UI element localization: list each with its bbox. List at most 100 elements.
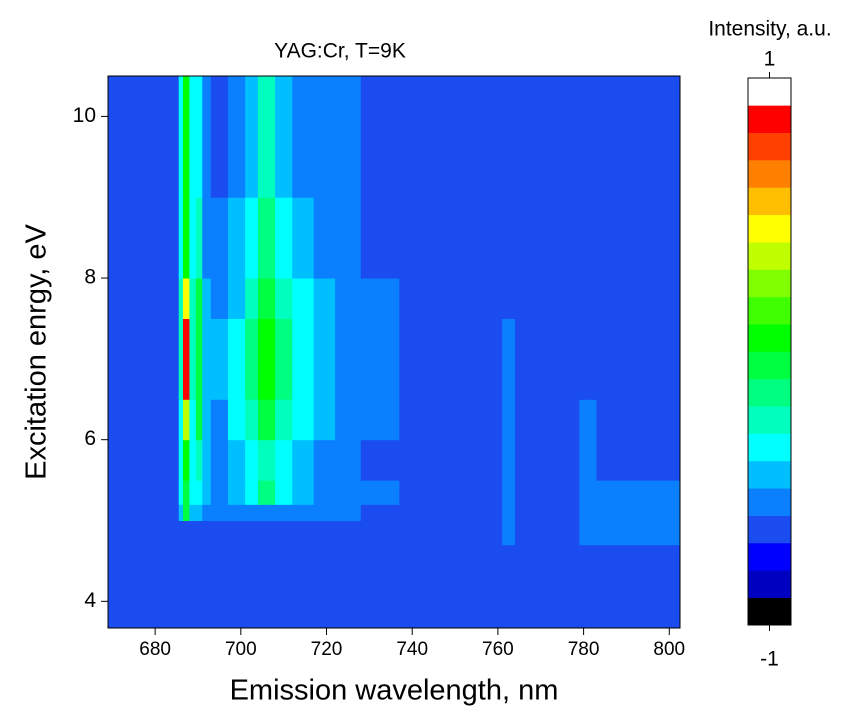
contour-cell bbox=[360, 504, 400, 522]
contour-cell bbox=[210, 544, 229, 629]
contour-cell bbox=[257, 439, 276, 481]
contour-cell bbox=[292, 544, 315, 629]
contour-cell bbox=[178, 278, 184, 319]
colorbar-tick-label: 1 bbox=[764, 48, 776, 71]
contour-cell bbox=[195, 439, 203, 481]
contour-cell bbox=[502, 520, 516, 546]
contour-cell bbox=[313, 520, 336, 546]
contour-cell bbox=[195, 544, 203, 629]
contour-cell bbox=[399, 544, 503, 629]
y-axis-label: Excitation enrgy, eV bbox=[21, 223, 53, 479]
colorbar-band bbox=[748, 78, 791, 106]
contour-cell bbox=[360, 439, 400, 481]
contour-cell bbox=[189, 520, 197, 546]
contour-cell bbox=[579, 318, 597, 400]
contour-cell bbox=[178, 399, 184, 441]
contour-cell bbox=[399, 318, 503, 400]
contour-cell bbox=[596, 76, 627, 198]
contour-cell bbox=[189, 544, 197, 629]
contour-cell bbox=[399, 278, 503, 319]
contour-cell bbox=[579, 399, 597, 441]
contour-cell bbox=[626, 544, 681, 629]
colorbar-band bbox=[748, 296, 791, 325]
x-tick-label: 700 bbox=[225, 639, 257, 660]
contour-cell bbox=[182, 197, 190, 279]
contour-cell bbox=[178, 318, 184, 400]
contour-cell bbox=[257, 480, 276, 505]
contour-cell bbox=[579, 480, 597, 505]
contour-cell bbox=[335, 520, 362, 546]
contour-cell bbox=[227, 544, 246, 629]
contour-cell bbox=[596, 278, 627, 319]
contour-cell bbox=[257, 318, 276, 400]
contour-cell bbox=[202, 399, 212, 441]
contour-cell bbox=[108, 318, 180, 400]
contour-cell bbox=[257, 544, 276, 629]
contour-cell bbox=[360, 197, 400, 279]
contour-cell bbox=[178, 544, 184, 629]
contour-cell bbox=[515, 197, 580, 279]
colorbar-band bbox=[748, 488, 791, 516]
colorbar-band bbox=[748, 242, 791, 270]
contour-cell bbox=[335, 439, 362, 481]
contour-cell bbox=[275, 439, 293, 481]
contour-cell bbox=[245, 76, 259, 198]
colorbar-band bbox=[748, 433, 791, 462]
contour-cell bbox=[108, 504, 180, 522]
contour-cell bbox=[108, 544, 180, 629]
contour-cell bbox=[202, 318, 212, 400]
contour-cell bbox=[292, 439, 315, 481]
x-axis-label: Emission wavelength, nm bbox=[230, 675, 559, 707]
contour-cell bbox=[189, 399, 197, 441]
contour-cell bbox=[202, 480, 212, 505]
contour-cell bbox=[245, 197, 259, 279]
contour-cell bbox=[189, 197, 197, 279]
contour-cell bbox=[626, 318, 681, 400]
contour-cell bbox=[399, 439, 503, 481]
contour-cell bbox=[360, 278, 400, 319]
contour-cell bbox=[182, 544, 190, 629]
colorbar-band bbox=[748, 132, 791, 161]
colorbar-band bbox=[748, 570, 791, 598]
contour-cell bbox=[245, 544, 259, 629]
contour-cell bbox=[502, 504, 516, 522]
contour-cell bbox=[275, 197, 293, 279]
contour-cell bbox=[275, 278, 293, 319]
contour-cell bbox=[399, 197, 503, 279]
contour-cell bbox=[108, 520, 180, 546]
contour-cell bbox=[335, 399, 362, 441]
contour-cell bbox=[178, 197, 184, 279]
contour-cell bbox=[360, 544, 400, 629]
colorbar-label: Intensity, a.u. bbox=[708, 18, 831, 41]
contour-cell bbox=[257, 76, 276, 198]
contour-cell bbox=[227, 480, 246, 505]
contour-cell bbox=[257, 504, 276, 522]
contour-cell bbox=[399, 504, 503, 522]
contour-cell bbox=[275, 318, 293, 400]
contour-cell bbox=[210, 76, 229, 198]
contour-cell bbox=[313, 439, 336, 481]
contour-cell bbox=[399, 520, 503, 546]
contour-cell bbox=[313, 76, 336, 198]
contour-cell bbox=[108, 439, 180, 481]
contour-cell bbox=[182, 399, 190, 441]
contour-cell bbox=[227, 197, 246, 279]
contour-cell bbox=[257, 197, 276, 279]
contour-cell bbox=[502, 480, 516, 505]
colorbar-band bbox=[748, 460, 791, 489]
contour-cell bbox=[202, 520, 212, 546]
x-tick-label: 800 bbox=[653, 639, 685, 660]
contour-cell bbox=[202, 544, 212, 629]
contour-cell bbox=[579, 197, 597, 279]
colorbar-band bbox=[748, 542, 791, 571]
y-tick-label: 10 bbox=[73, 104, 96, 127]
contour-cell bbox=[108, 76, 180, 198]
contour-cell bbox=[596, 439, 627, 481]
colorbar-band bbox=[748, 378, 791, 407]
contour-cell bbox=[182, 318, 190, 400]
contour-cell bbox=[360, 318, 400, 400]
contour-cell bbox=[596, 480, 627, 505]
plot-frame bbox=[107, 75, 681, 629]
y-tick-label: 4 bbox=[84, 589, 96, 612]
contour-cell bbox=[227, 278, 246, 319]
